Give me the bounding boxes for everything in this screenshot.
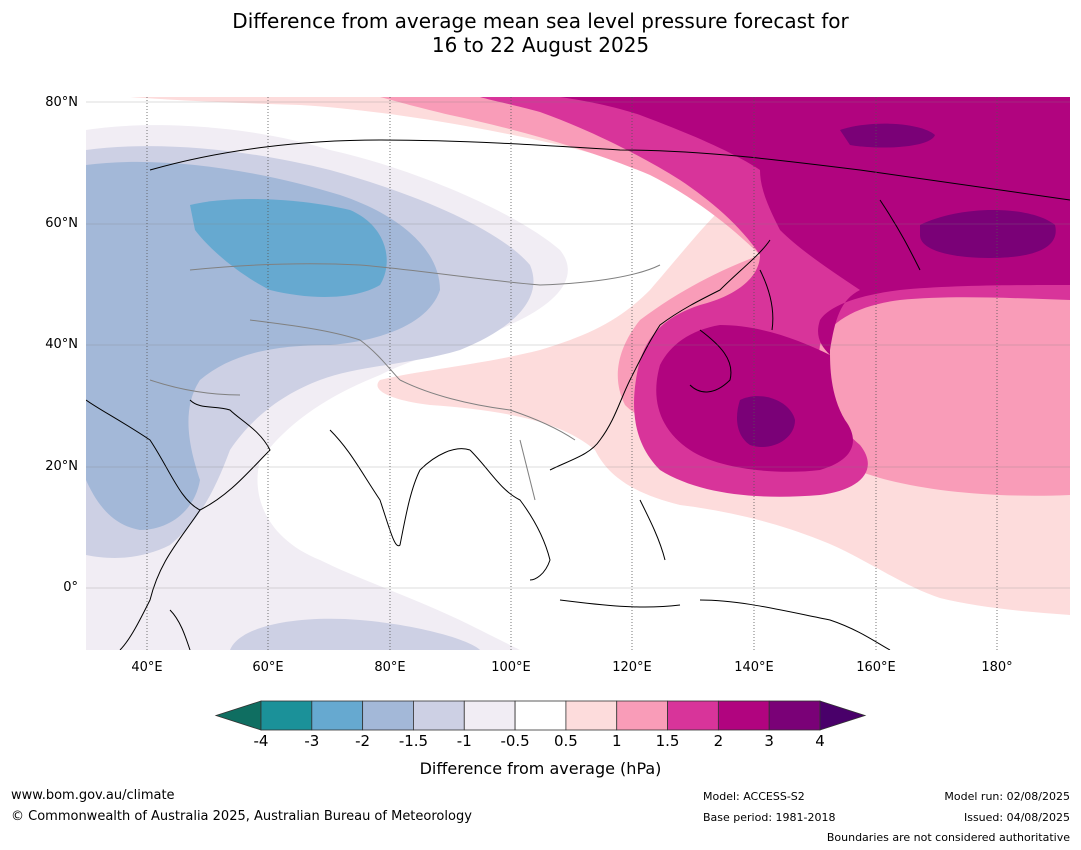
coastlines <box>86 139 1070 650</box>
colorbar-tick-label: -0.5 <box>500 732 530 750</box>
lon-label-160e: 160°E <box>856 660 896 675</box>
colorbar-cell <box>362 700 414 731</box>
footer-base-period: Base period: 1981-2018 <box>703 811 836 824</box>
colorbar-tick-label: -1 <box>456 732 472 750</box>
colorbar-cell <box>514 700 567 731</box>
colorbar-tick-label: 3 <box>764 732 774 750</box>
lon-label-60e: 60°E <box>252 660 284 675</box>
colorbar-cell <box>768 700 821 731</box>
colorbar-extend-low <box>214 700 262 731</box>
pressure-anomaly-map <box>86 97 1070 650</box>
lon-label-140e: 140°E <box>734 660 774 675</box>
footer-model: Model: ACCESS-S2 <box>703 790 805 803</box>
colorbar-extend-high <box>819 700 867 731</box>
lat-label-80n: 80°N <box>45 95 78 110</box>
anomaly-region-neg-1-5-south <box>230 618 480 650</box>
colorbar-tick-label: -3 <box>304 732 320 750</box>
colorbar-cell <box>717 700 770 731</box>
footer-copyright: © Commonwealth of Australia 2025, Austra… <box>11 809 472 824</box>
anomaly-fields <box>86 97 1070 650</box>
colorbar-cell <box>565 700 618 731</box>
anomaly-region-pos-3-north <box>840 123 935 148</box>
lon-label-120e: 120°E <box>612 660 652 675</box>
anomaly-region-pos-2 <box>560 97 1070 472</box>
colorbar-tick-label: 1.5 <box>655 732 680 750</box>
lon-label-100e: 100°E <box>491 660 531 675</box>
anomaly-region-neg-2 <box>190 198 387 297</box>
colorbar-cell <box>260 700 313 731</box>
footer-issued: Issued: 04/08/2025 <box>963 811 1070 824</box>
colorbar-cell <box>413 700 465 731</box>
latitude-gridlines <box>86 101 1070 589</box>
colorbar-tick-label: -1.5 <box>398 732 429 750</box>
lat-label-20n: 20°N <box>45 459 78 474</box>
footer-model-run: Model run: 02/08/2025 <box>944 790 1070 803</box>
colorbar-cell <box>667 700 719 731</box>
footer-disclaimer: Boundaries are not considered authoritat… <box>826 831 1070 844</box>
colorbar-tick-label: 1 <box>611 732 622 750</box>
colorbar-tick-label: 4 <box>815 732 825 750</box>
longitude-gridlines <box>146 97 998 650</box>
lat-label-60n: 60°N <box>45 216 78 231</box>
lon-label-40e: 40°E <box>131 660 163 675</box>
colorbar-tick-label: 2 <box>713 732 724 750</box>
colorbar-tick-label: -2 <box>355 732 371 750</box>
footer-url: www.bom.gov.au/climate <box>11 788 175 803</box>
lat-label-40n: 40°N <box>45 337 78 352</box>
colorbar-cell <box>311 700 364 731</box>
chart-title: Difference from average mean sea level p… <box>0 9 1081 57</box>
country-borders <box>149 263 661 501</box>
colorbar-title: Difference from average (hPa) <box>419 759 662 778</box>
colorbar-cell <box>463 700 516 731</box>
lat-label-0: 0° <box>63 580 78 595</box>
lon-label-180: 180° <box>981 660 1013 675</box>
title-line-1: Difference from average mean sea level p… <box>232 9 849 33</box>
lon-label-80e: 80°E <box>374 660 406 675</box>
anomaly-region-pos-3-kamchatka <box>920 210 1056 258</box>
anomaly-region-pos-3-japan <box>737 396 795 448</box>
colorbar-cell <box>616 700 668 731</box>
colorbar-tick-label: 0.5 <box>553 732 578 750</box>
colorbar-tick-label: -4 <box>253 732 269 750</box>
colorbar-cells <box>214 700 867 731</box>
title-line-2: 16 to 22 August 2025 <box>431 33 650 57</box>
